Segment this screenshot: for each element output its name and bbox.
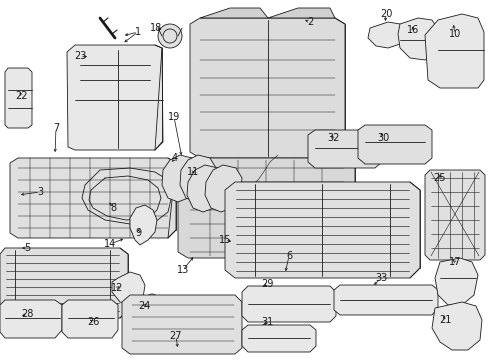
Ellipse shape <box>303 135 316 155</box>
Bar <box>200 310 224 330</box>
Polygon shape <box>224 182 419 278</box>
Polygon shape <box>357 125 431 164</box>
Polygon shape <box>242 286 335 322</box>
Text: 33: 33 <box>374 273 386 283</box>
Ellipse shape <box>290 155 305 175</box>
Polygon shape <box>307 130 381 168</box>
Ellipse shape <box>250 170 264 190</box>
Polygon shape <box>130 205 157 245</box>
Text: 29: 29 <box>260 279 273 289</box>
Circle shape <box>125 287 131 293</box>
Polygon shape <box>5 68 32 128</box>
Polygon shape <box>267 8 334 18</box>
Polygon shape <box>10 158 176 238</box>
Text: 2: 2 <box>306 17 312 27</box>
Text: 24: 24 <box>138 301 150 311</box>
Polygon shape <box>178 158 354 258</box>
Polygon shape <box>204 165 242 212</box>
Text: 3: 3 <box>37 187 43 197</box>
Polygon shape <box>397 18 439 60</box>
Text: 17: 17 <box>448 257 460 267</box>
Polygon shape <box>0 300 62 338</box>
Bar <box>347 135 367 150</box>
Ellipse shape <box>297 145 311 165</box>
Bar <box>10 308 30 323</box>
Bar <box>319 135 339 150</box>
Polygon shape <box>434 258 477 305</box>
Polygon shape <box>67 45 163 150</box>
Text: 19: 19 <box>167 112 180 122</box>
Circle shape <box>213 333 226 347</box>
Text: 27: 27 <box>169 331 182 341</box>
Polygon shape <box>242 325 315 352</box>
Ellipse shape <box>270 145 285 165</box>
Polygon shape <box>333 285 437 315</box>
Text: 8: 8 <box>110 203 116 213</box>
Polygon shape <box>0 248 128 318</box>
Polygon shape <box>200 8 267 18</box>
Ellipse shape <box>285 166 299 186</box>
Text: 16: 16 <box>406 25 418 35</box>
Ellipse shape <box>257 160 271 180</box>
Bar <box>135 310 160 330</box>
Text: 31: 31 <box>260 317 273 327</box>
Bar <box>345 290 374 300</box>
Text: 32: 32 <box>326 133 339 143</box>
Ellipse shape <box>240 178 255 198</box>
Polygon shape <box>424 14 483 88</box>
Bar <box>72 308 90 322</box>
Text: 18: 18 <box>149 23 162 33</box>
Text: 7: 7 <box>53 123 59 133</box>
Bar <box>369 130 389 144</box>
Polygon shape <box>162 155 198 202</box>
Text: 4: 4 <box>172 153 178 163</box>
Ellipse shape <box>267 190 282 210</box>
Polygon shape <box>62 300 118 338</box>
Text: 10: 10 <box>448 29 460 39</box>
Text: 14: 14 <box>103 239 116 249</box>
Polygon shape <box>190 18 345 158</box>
Text: 22: 22 <box>16 91 28 101</box>
Bar <box>399 130 417 144</box>
Text: 9: 9 <box>135 228 141 238</box>
Text: 20: 20 <box>379 9 391 19</box>
Text: 13: 13 <box>177 265 189 275</box>
Polygon shape <box>186 165 224 212</box>
Text: 28: 28 <box>21 309 33 319</box>
Text: 21: 21 <box>438 315 450 325</box>
Polygon shape <box>122 295 242 354</box>
Polygon shape <box>431 302 481 350</box>
Polygon shape <box>229 230 263 263</box>
Text: 11: 11 <box>186 167 199 177</box>
Text: 6: 6 <box>285 251 291 261</box>
Text: 30: 30 <box>376 133 388 143</box>
Text: 26: 26 <box>87 317 99 327</box>
Text: 15: 15 <box>218 235 231 245</box>
Circle shape <box>138 333 152 347</box>
Text: 1: 1 <box>135 27 141 37</box>
Polygon shape <box>367 22 404 48</box>
Text: 12: 12 <box>111 283 123 293</box>
Text: 5: 5 <box>24 243 30 253</box>
Polygon shape <box>180 155 216 202</box>
Ellipse shape <box>263 152 277 172</box>
Ellipse shape <box>277 178 292 198</box>
Bar <box>254 292 276 304</box>
Circle shape <box>149 297 155 303</box>
Circle shape <box>158 24 182 48</box>
Polygon shape <box>112 272 145 305</box>
Text: 23: 23 <box>74 51 86 61</box>
Text: 25: 25 <box>433 173 446 183</box>
Polygon shape <box>424 170 484 260</box>
